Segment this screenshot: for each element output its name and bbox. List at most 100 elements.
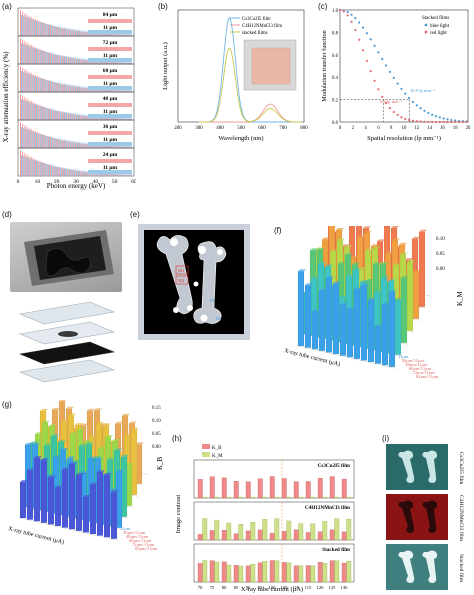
a-bar-blue [111, 60, 113, 64]
a-film-label: 11 μm [103, 137, 118, 143]
a-bar-blue [46, 135, 48, 148]
a-bar-red [80, 143, 82, 148]
h-xtick: 120 [317, 585, 325, 590]
xray-images: Cs3Cu2I5 film C4H12NMnCl3 film Stacked f… [386, 444, 465, 590]
h-bar-kb [281, 531, 287, 541]
bar-3d-top [81, 471, 89, 474]
a-bar-blue [48, 24, 50, 36]
h-bar-kb [257, 529, 263, 541]
km-3d-chart: K_M X-ray tube current (μA) 0.300.250.20… [284, 226, 464, 379]
bar-3d-top [333, 281, 341, 284]
a-bar-red [99, 61, 101, 64]
a-xtick: 50 [112, 179, 118, 185]
a-xtick: 20 [54, 179, 60, 185]
h-bar-km [346, 518, 352, 541]
h-bar-kb [209, 476, 215, 499]
a-bar-blue [104, 144, 106, 148]
a-bar-red [84, 31, 86, 36]
c-point-red [419, 120, 422, 123]
bar-3d-top [80, 423, 88, 426]
c-point-red [381, 95, 384, 98]
h-bar-km [322, 521, 328, 541]
a-bar-blue [21, 155, 22, 176]
c-ytick: 0.2 [332, 99, 339, 104]
depth-label: 48μm/11μm [405, 362, 428, 367]
h-bar-km [286, 520, 292, 541]
a-bar-blue [107, 60, 108, 64]
h-bar-kb [293, 481, 299, 499]
h-bar-kb [269, 476, 275, 499]
a-red-chip [88, 131, 132, 135]
bar-3d [89, 484, 97, 535]
a-xtick: 60 [131, 179, 136, 185]
a-bar-blue [64, 139, 65, 148]
a-bar-blue [51, 52, 53, 64]
c-ytick: 0.8 [332, 31, 339, 36]
a-bar-blue [85, 30, 87, 36]
bar-3d-top [94, 408, 102, 411]
a-bar-blue [119, 61, 121, 64]
a-bar-red [56, 82, 58, 92]
a-bar-red [73, 114, 75, 120]
a-bar-blue [44, 51, 46, 64]
a-bar-red [101, 61, 103, 64]
a-bar-red [99, 89, 101, 92]
a-bar-red [82, 115, 84, 120]
a-bar-red [125, 90, 127, 92]
h-xlabel: X-ray tube current (μA) [241, 586, 303, 593]
a-bar-blue [83, 86, 85, 92]
a-bar-red [26, 126, 28, 148]
a-bar-blue [128, 89, 130, 92]
a-bar-red [43, 162, 45, 176]
a-bar-blue [98, 144, 100, 148]
a-bar-blue [38, 133, 40, 148]
a-bar-blue [79, 85, 81, 92]
bar-3d-top [419, 229, 427, 232]
a-blue-chip [88, 142, 132, 146]
a-bar-blue [61, 27, 63, 36]
a-bar-blue [130, 34, 132, 36]
h-xtick: 110 [293, 585, 300, 590]
h-bar-kb [281, 478, 287, 499]
h-xtick: 130 [341, 585, 349, 590]
a-bar-blue [59, 26, 61, 36]
a-bar-red [118, 174, 120, 176]
a-bar-blue [113, 145, 115, 148]
c-xtick: 14 [427, 126, 432, 131]
z-tick: 0.05 [152, 432, 161, 437]
bar-3d-top [89, 434, 97, 437]
a-red-chip [88, 103, 132, 107]
h-bar-kb [257, 562, 263, 583]
a-bar-red [32, 18, 34, 36]
bar-3d [297, 271, 305, 347]
a-blue-chip [88, 30, 132, 34]
a-bar-red [71, 30, 73, 36]
a-bar-blue [33, 48, 35, 64]
bar-3d-top [115, 421, 123, 424]
a-bar-red [71, 114, 73, 120]
a-bar-blue [126, 173, 128, 176]
a-bar-blue [64, 55, 65, 64]
h-bar-kb [341, 531, 347, 541]
a-bar-blue [98, 172, 100, 176]
h-xtick: 80 [222, 585, 227, 590]
a-bar-blue [66, 56, 68, 64]
h-bar-kb [305, 565, 311, 583]
a-bar-blue [66, 140, 68, 148]
a-bar-blue [68, 168, 70, 176]
a-bar-blue [102, 144, 104, 148]
a-bar-red [69, 85, 71, 92]
depth-label: 60μm/11μm [409, 366, 432, 371]
a-bar-blue [109, 32, 111, 36]
a-bar-blue [76, 85, 78, 92]
a-bar-blue [109, 144, 111, 148]
a-bar-blue [113, 173, 115, 176]
a-bar-red [20, 150, 21, 176]
a-bar-blue [126, 61, 128, 64]
a-bar-blue [61, 55, 63, 64]
a-bar-red [123, 146, 125, 148]
h-bar-kb [317, 531, 323, 541]
b-xtick: 800 [300, 126, 308, 131]
a-bar-red [99, 145, 101, 148]
a-bar-red [75, 58, 77, 64]
